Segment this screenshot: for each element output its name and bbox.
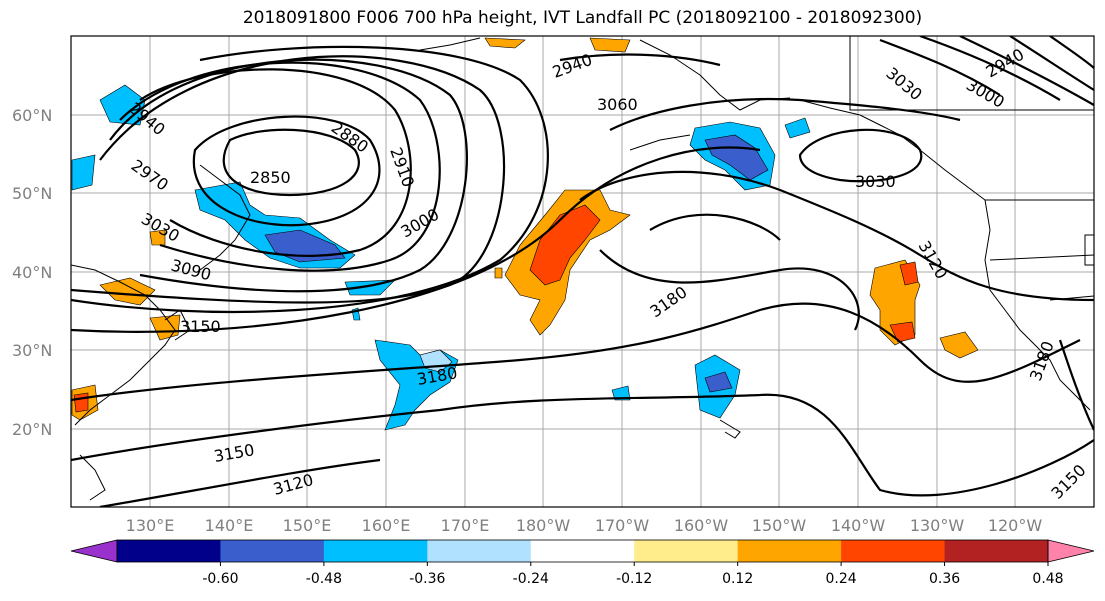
lat-label: 40°N bbox=[12, 263, 52, 282]
colorbar-extend-max bbox=[1047, 539, 1095, 563]
colorbar-segment bbox=[737, 540, 842, 562]
colorbar bbox=[70, 539, 1095, 563]
lon-label: 170°W bbox=[595, 516, 650, 535]
ivt-positive-shading bbox=[71, 37, 979, 421]
colorbar-segment bbox=[944, 540, 1049, 562]
lon-label: 140°E bbox=[205, 516, 254, 535]
colorbar-tick-label: 0.36 bbox=[929, 571, 960, 587]
lat-label: 20°N bbox=[12, 420, 52, 439]
lon-label: 170°E bbox=[441, 516, 490, 535]
map-title: 2018091800 F006 700 hPa height, IVT Land… bbox=[242, 8, 923, 28]
colorbar-tick-label: -0.60 bbox=[202, 571, 238, 587]
colorbar-tick-label: -0.24 bbox=[513, 571, 549, 587]
contour-label: 3060 bbox=[597, 95, 638, 114]
colorbar-segment bbox=[117, 540, 221, 562]
contour-label: 2850 bbox=[250, 168, 291, 187]
lat-label: 50°N bbox=[12, 184, 52, 203]
colorbar-segment bbox=[323, 540, 428, 562]
colorbar-tick-label: 0.24 bbox=[826, 571, 857, 587]
map-frame bbox=[70, 35, 1095, 508]
colorbar-outline bbox=[116, 539, 1049, 563]
longitude-labels: 130°E 140°E 150°E 160°E 170°E 180°W 170°… bbox=[126, 516, 1043, 535]
colorbar-segment bbox=[220, 540, 325, 562]
colorbar-tick-label: -0.36 bbox=[409, 571, 445, 587]
lon-label: 160°W bbox=[674, 516, 729, 535]
lon-label: 180°W bbox=[516, 516, 571, 535]
lon-label: 140°W bbox=[831, 516, 886, 535]
colorbar-segment bbox=[427, 540, 532, 562]
colorbar-segment bbox=[841, 540, 946, 562]
lon-label: 130°E bbox=[126, 516, 175, 535]
colorbar-tick-labels: -0.60 -0.48 -0.36 -0.24 -0.12 0.12 0.24 0.36 0.4… bbox=[202, 562, 1064, 587]
contour-label: 3030 bbox=[855, 172, 896, 191]
colorbar-tick-label: 0.12 bbox=[722, 571, 753, 587]
lat-label: 60°N bbox=[12, 106, 52, 125]
colorbar-segment bbox=[530, 540, 635, 562]
lon-label: 130°W bbox=[910, 516, 965, 535]
lat-label: 30°N bbox=[12, 341, 52, 360]
colorbar-tick-label: -0.48 bbox=[306, 571, 342, 587]
lon-label: 150°W bbox=[752, 516, 807, 535]
colorbar-tick-label: -0.12 bbox=[616, 571, 652, 587]
latitude-labels: 60°N 50°N 40°N 30°N 20°N bbox=[12, 106, 52, 439]
colorbar-tick-label: 0.48 bbox=[1032, 571, 1063, 587]
height-contours bbox=[71, 36, 1094, 507]
lon-label: 150°E bbox=[283, 516, 332, 535]
colorbar-extend-min bbox=[70, 539, 118, 563]
lon-label: 160°E bbox=[362, 516, 411, 535]
colorbar-segment bbox=[634, 540, 739, 562]
contour-label: 3150 bbox=[180, 317, 221, 336]
lon-label: 120°W bbox=[988, 516, 1043, 535]
